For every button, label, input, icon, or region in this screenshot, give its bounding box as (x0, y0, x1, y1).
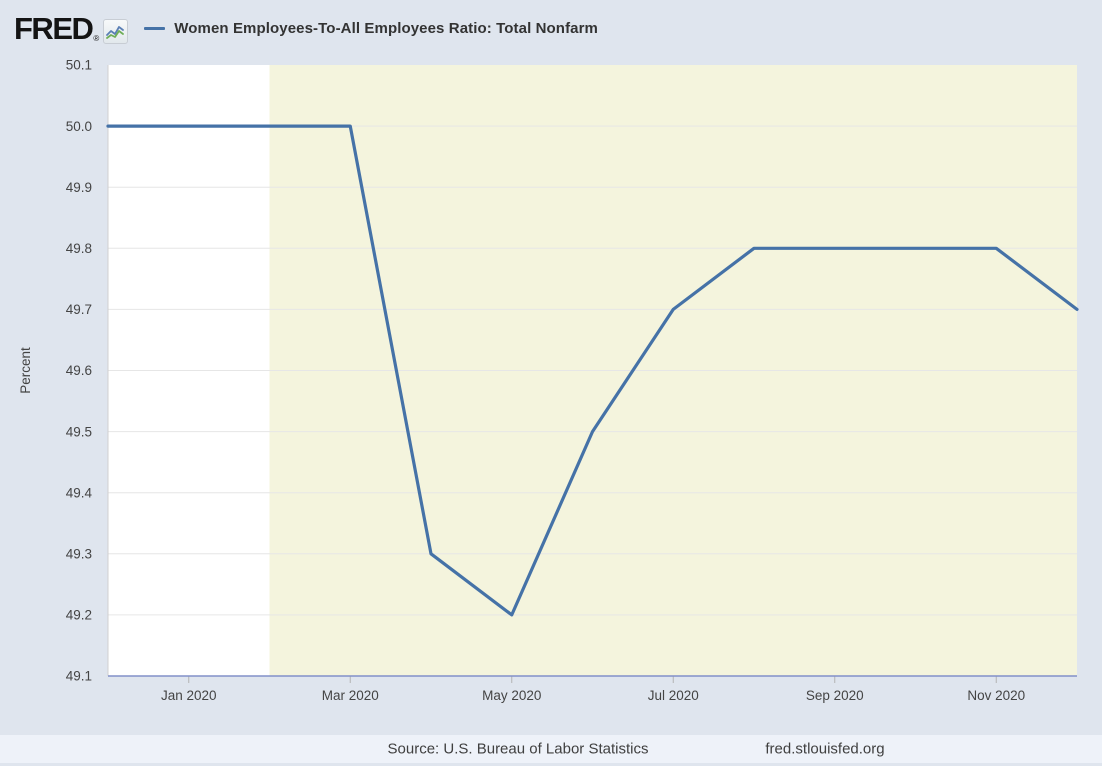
y-tick-label: 49.9 (66, 180, 92, 195)
x-tick-label: May 2020 (482, 688, 541, 703)
x-tick-label: Nov 2020 (967, 688, 1025, 703)
y-tick-label: 49.7 (66, 302, 92, 317)
footer: Source: U.S. Bureau of Labor Statistics … (0, 735, 1102, 763)
y-tick-label: 50.0 (66, 119, 92, 134)
source-text: Source: U.S. Bureau of Labor Statistics (387, 740, 649, 758)
x-tick-label: Jan 2020 (161, 688, 217, 703)
fred-sparkline-icon (103, 18, 129, 44)
registered-mark: ® (93, 33, 100, 43)
y-tick-label: 49.1 (66, 669, 92, 684)
fred-site-link[interactable]: fred.stlouisfed.org (765, 740, 885, 758)
y-tick-label: 49.4 (66, 485, 93, 500)
y-axis-title: Percent (18, 347, 33, 394)
fred-logo[interactable]: FRED ® (14, 10, 129, 46)
y-tick-label: 50.1 (66, 58, 92, 73)
x-tick-label: Sep 2020 (806, 688, 864, 703)
y-tick-label: 49.5 (66, 424, 92, 439)
y-tick-label: 49.8 (66, 241, 92, 256)
chart-area: 49.1 49.2 49.3 49.4 49.5 49.6 49.7 49.8 49.9 50.0… (0, 56, 1102, 721)
fred-logo-text: FRED (14, 10, 94, 46)
chart-title: Women Employees-To-All Employees Ratio: … (174, 19, 598, 37)
x-tick-label: Mar 2020 (322, 688, 379, 703)
y-tick-label: 49.3 (66, 547, 92, 562)
legend-line-sample (144, 26, 166, 30)
series-line[interactable] (106, 124, 1079, 617)
x-tick-label: Jul 2020 (648, 688, 699, 703)
y-tick-label: 49.2 (66, 608, 92, 623)
time-series-chart[interactable]: 49.1 49.2 49.3 49.4 49.5 49.6 49.7 49.8 49.9 50.0… (0, 56, 1102, 716)
y-tick-label: 49.6 (66, 363, 92, 378)
header: FRED ® Women Employees-To-All Employees R… (0, 0, 1102, 56)
